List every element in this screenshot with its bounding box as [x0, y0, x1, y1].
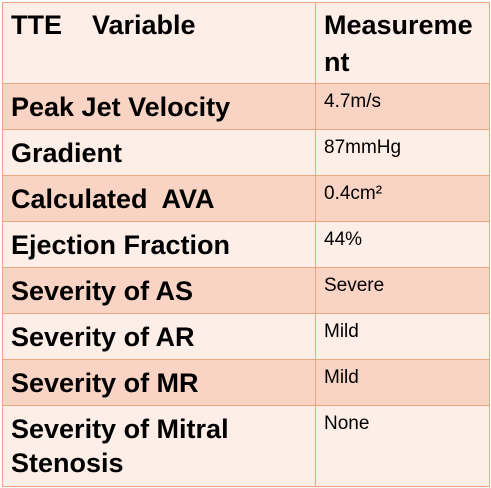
- table-row: Severity of Mitral Stenosis None: [2, 405, 490, 487]
- variable-cell: Ejection Fraction: [2, 221, 316, 268]
- table-row: Ejection Fraction 44%: [2, 221, 490, 268]
- measurement-cell: 0.4cm²: [315, 175, 490, 222]
- table-row: Severity of MR Mild: [2, 359, 490, 406]
- table-row: Gradient 87mmHg: [2, 129, 490, 176]
- table-row: Severity of AR Mild: [2, 313, 490, 360]
- measurement-cell: None: [315, 405, 490, 487]
- variable-cell: Severity of Mitral Stenosis: [2, 405, 316, 487]
- variable-cell: Gradient: [2, 129, 316, 176]
- table-row: Peak Jet Velocity 4.7m/s: [2, 83, 490, 130]
- variable-cell: Severity of AS: [2, 267, 316, 314]
- measurement-cell: Severe: [315, 267, 490, 314]
- measurement-cell: 87mmHg: [315, 129, 490, 176]
- header-row: TTE Variable Measurement: [2, 2, 490, 84]
- header-variable: TTE Variable: [2, 2, 316, 84]
- measurement-cell: 44%: [315, 221, 490, 268]
- header-measurement: Measurement: [315, 2, 490, 84]
- variable-cell: Peak Jet Velocity: [2, 83, 316, 130]
- measurement-cell: 4.7m/s: [315, 83, 490, 130]
- measurement-cell: Mild: [315, 359, 490, 406]
- measurement-cell: Mild: [315, 313, 490, 360]
- table-row: Severity of AS Severe: [2, 267, 490, 314]
- variable-cell: Calculated AVA: [2, 175, 316, 222]
- variable-cell: Severity of AR: [2, 313, 316, 360]
- table-row: Calculated AVA 0.4cm²: [2, 175, 490, 222]
- variable-cell: Severity of MR: [2, 359, 316, 406]
